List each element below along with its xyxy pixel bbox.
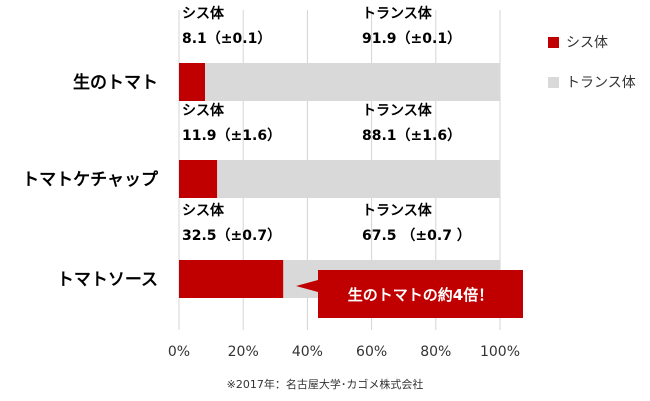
category-label: トマトケチャップ (22, 169, 159, 190)
bar-cis (179, 160, 218, 198)
bar-trans (205, 63, 500, 101)
x-tick-label: 100% (480, 344, 520, 360)
bar-cis (179, 260, 284, 298)
x-tick-label: 0% (168, 344, 190, 360)
x-tick-label: 40% (292, 344, 323, 360)
cis-series-label: シス体 (182, 5, 225, 22)
trans-value-label: 88.1（±1.6） (362, 128, 461, 144)
trans-value-label: 67.5 （±0.7 ） (362, 228, 471, 244)
category-label: 生のトマト (73, 72, 158, 93)
bar-cis (179, 63, 206, 101)
callout-box (296, 270, 523, 318)
legend-swatch-cis (548, 37, 559, 48)
trans-value-label: 91.9（±0.1） (362, 31, 461, 47)
x-tick-label: 20% (228, 344, 259, 360)
callout-text: 生のトマトの約4倍！ (348, 286, 493, 304)
bar-trans (217, 160, 500, 198)
cis-series-label: シス体 (182, 202, 225, 219)
category-label: トマトソース (57, 270, 158, 290)
legend-label-trans: トランス体 (566, 75, 636, 91)
cis-value-label: 8.1（±0.1） (182, 31, 271, 47)
x-tick-label: 60% (356, 344, 387, 360)
cis-series-label: シス体 (182, 102, 225, 119)
legend-swatch-trans (548, 77, 559, 88)
trans-series-label: トランス体 (362, 102, 433, 119)
trans-series-label: トランス体 (362, 5, 433, 22)
cis-value-label: 32.5（±0.7） (182, 228, 281, 244)
source-note: ※2017年：名古屋大学･カゴメ株式会社 (226, 378, 424, 391)
trans-series-label: トランス体 (362, 202, 433, 219)
x-tick-label: 80% (420, 344, 451, 360)
cis-value-label: 11.9（±1.6） (182, 128, 281, 144)
legend-label-cis: シス体 (566, 35, 608, 51)
